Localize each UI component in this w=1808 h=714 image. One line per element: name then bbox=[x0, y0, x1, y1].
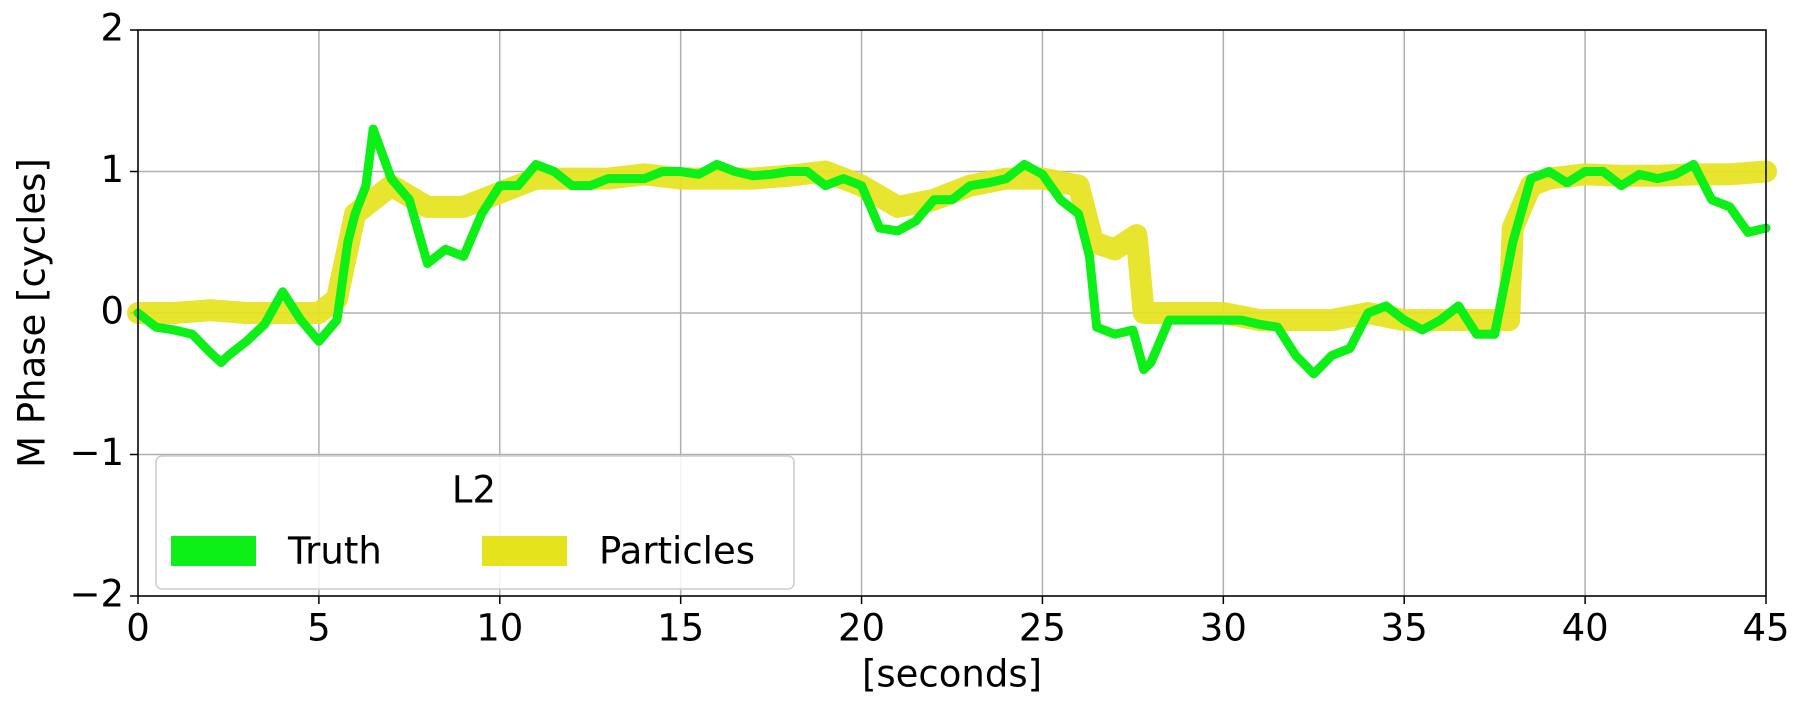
x-axis-label: [seconds] bbox=[862, 653, 1042, 696]
plot-frame bbox=[137, 29, 1767, 597]
x-tick-label: 35 bbox=[1381, 607, 1428, 650]
x-tick-label: 5 bbox=[307, 607, 331, 650]
legend-box bbox=[155, 455, 795, 590]
y-tick-label: −1 bbox=[69, 431, 124, 474]
y-tick-label: 1 bbox=[100, 148, 124, 191]
x-tick-label: 40 bbox=[1562, 607, 1609, 650]
legend: L2 Truth Particles bbox=[155, 455, 795, 590]
series-line bbox=[127, 160, 1777, 332]
legend-title: L2 bbox=[452, 469, 496, 512]
legend-swatch bbox=[171, 536, 256, 566]
legend-label: Particles bbox=[599, 530, 755, 573]
x-tick-label: 20 bbox=[838, 607, 885, 650]
x-tick-label: 10 bbox=[476, 607, 523, 650]
x-tick-label: 0 bbox=[126, 607, 150, 650]
x-tick-label: 45 bbox=[1742, 607, 1789, 650]
legend-swatch bbox=[482, 536, 567, 566]
series-line bbox=[133, 124, 1771, 379]
x-tick-label: 25 bbox=[1019, 607, 1066, 650]
x-tick-label: 30 bbox=[1200, 607, 1247, 650]
legend-label: Truth bbox=[287, 530, 382, 573]
y-tick-label: 0 bbox=[100, 290, 124, 333]
y-axis-label: M Phase [cycles] bbox=[11, 158, 54, 468]
y-tick-label: 2 bbox=[100, 7, 124, 50]
y-tick-label: −2 bbox=[69, 573, 124, 616]
x-tick-label: 15 bbox=[657, 607, 704, 650]
